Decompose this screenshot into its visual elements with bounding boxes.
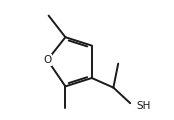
Text: SH: SH xyxy=(136,101,151,111)
Text: O: O xyxy=(43,55,52,65)
